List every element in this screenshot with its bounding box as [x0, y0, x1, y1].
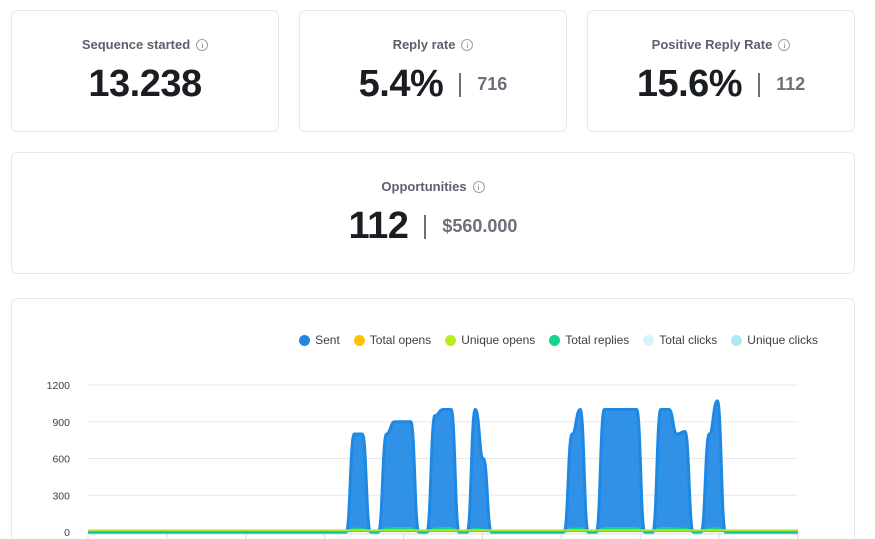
legend-item[interactable]: Total opens [353, 333, 432, 347]
positive-reply-count: 112 [776, 74, 806, 94]
opportunities-amount: $560.000 [442, 216, 518, 236]
legend-item[interactable]: Unique opens [445, 333, 535, 347]
y-tick-label: 300 [52, 490, 70, 502]
opportunities-card: Opportunities 112 $560.000 [11, 152, 855, 274]
card-title: Positive Reply Rate [588, 37, 854, 52]
info-icon[interactable] [472, 180, 485, 193]
series-area-sent [88, 400, 798, 532]
reply-count: 716 [477, 74, 508, 94]
series-line-total-replies [88, 526, 798, 533]
chart-legend: Sent Total opens Unique opens Total replies… [299, 333, 818, 347]
legend-label: Unique clicks [747, 333, 818, 347]
y-tick-label: 0 [64, 527, 70, 539]
sequence-started-value: 13.238 [88, 63, 202, 105]
positive-reply-rate-card: Positive Reply Rate 15.6% 112 [587, 10, 855, 132]
legend-item[interactable]: Total clicks [643, 333, 717, 347]
legend-dot [299, 334, 311, 346]
chart-x-axis [87, 533, 799, 539]
sequence-started-card: Sequence started 13.238 [11, 10, 279, 132]
chart-series [87, 399, 798, 534]
metric-divider [424, 214, 427, 239]
metric-divider [459, 72, 462, 97]
info-icon[interactable] [461, 38, 474, 51]
positive-reply-rate-title: Positive Reply Rate [651, 37, 773, 52]
opportunities-value: 112 [348, 205, 409, 247]
reply-rate-value: 5.4% [358, 63, 444, 105]
legend-dot [445, 334, 457, 346]
legend-label: Total clicks [659, 333, 718, 347]
legend-item[interactable]: Total replies [549, 333, 629, 347]
legend-dot [549, 334, 561, 346]
legend-label: Unique opens [461, 333, 536, 347]
reply-rate-card: Reply rate 5.4% 716 [299, 10, 567, 132]
reply-rate-title: Reply rate [392, 37, 456, 52]
legend-label: Sent [315, 333, 340, 347]
positive-reply-rate-value: 15.6% [636, 63, 743, 105]
legend-item[interactable]: Sent [299, 333, 340, 347]
y-tick-label: 900 [52, 417, 70, 429]
card-title: Reply rate [300, 37, 566, 52]
card-title: Opportunities [12, 179, 854, 194]
info-icon[interactable] [778, 38, 791, 51]
y-tick-label: 600 [52, 454, 70, 466]
activity-chart-card: Sent Total opens Unique opens Total replies… [11, 298, 855, 539]
legend-dot [731, 334, 743, 346]
card-title: Sequence started [12, 37, 278, 52]
opportunities-title: Opportunities [381, 179, 467, 194]
metric-row: 112 $560.000 [12, 205, 854, 248]
metric-row: 5.4% 716 [300, 63, 566, 106]
legend-label: Total opens [369, 333, 432, 347]
metric-row: 15.6% 112 [588, 63, 854, 106]
legend-label: Total replies [565, 333, 630, 347]
legend-item[interactable]: Unique clicks [731, 333, 818, 347]
legend-dot [353, 334, 365, 346]
legend-dot [643, 334, 655, 346]
info-icon[interactable] [196, 38, 209, 51]
metric-divider [758, 72, 761, 97]
metric-row: 13.238 [12, 63, 278, 106]
sequence-started-title: Sequence started [81, 37, 191, 52]
y-tick-label: 1200 [47, 380, 71, 392]
activity-chart: 0 300 600 900 1200 [47, 380, 799, 539]
